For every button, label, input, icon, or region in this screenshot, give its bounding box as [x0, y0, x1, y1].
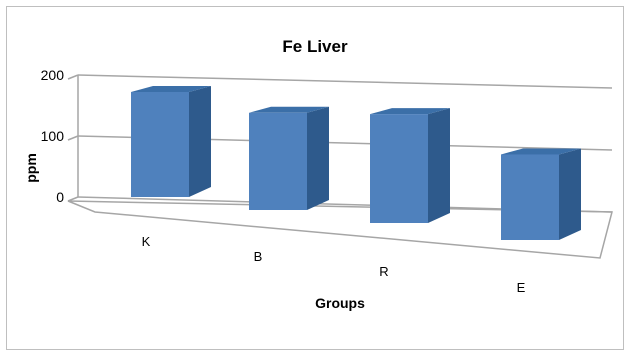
side-wall-tick [67, 74, 79, 80]
x-axis-title: Groups [315, 295, 365, 311]
bar-k-side [189, 86, 211, 197]
x-tick-label: R [379, 264, 388, 279]
bar-r [370, 114, 428, 223]
bar-r-side [428, 108, 450, 223]
bar-k [131, 92, 189, 197]
y-tick-label: 0 [56, 189, 64, 205]
bar-e-side [559, 148, 581, 240]
x-tick-label: K [142, 234, 151, 249]
bar-k-top [131, 86, 211, 92]
chart-title: Fe Liver [282, 37, 348, 56]
x-tick-label: E [517, 280, 526, 295]
y-tick-label: 200 [41, 67, 65, 83]
bar-e-top [501, 148, 581, 155]
labels: Fe Liver ppm Groups 0 100 200 K B R E [23, 37, 526, 311]
bar-r-top [370, 108, 450, 115]
bar-b-top [249, 106, 329, 113]
bar-e [501, 154, 559, 240]
side-wall-tick [67, 135, 79, 141]
bar-b [249, 112, 307, 210]
y-tick-label: 100 [41, 128, 65, 144]
y-axis-title: ppm [23, 153, 39, 183]
x-tick-label: B [254, 249, 263, 264]
bar-b-side [307, 106, 329, 210]
gridline [77, 74, 613, 89]
bars [131, 86, 581, 240]
